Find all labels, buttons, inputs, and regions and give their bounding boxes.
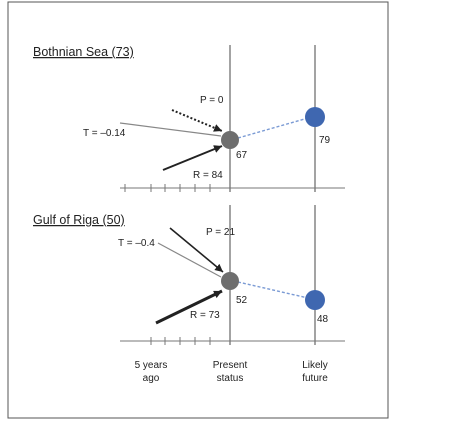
label-present-status-line2: status — [217, 373, 244, 384]
p-label: P = 0 — [200, 95, 224, 106]
time-axis-ticks — [150, 337, 211, 345]
time-axis-labels: 5 years ago Present status Likely future — [135, 360, 329, 384]
t-trend-line — [157, 242, 222, 278]
likely-future-dot — [305, 107, 325, 127]
panel-title: Gulf of Riga (50) — [33, 213, 125, 227]
r-response-arrow — [155, 289, 223, 325]
future-value: 48 — [317, 314, 329, 325]
t-trend-line — [119, 122, 222, 137]
panel-gulf-of-riga: Gulf of Riga (50) T = –0.4 P = 21 R = 73… — [33, 205, 345, 345]
present-status-dot — [221, 131, 239, 149]
r-label: R = 84 — [193, 170, 223, 181]
future-value: 79 — [319, 135, 331, 146]
label-5-years-ago-line1: 5 years — [135, 360, 168, 371]
present-status-dot — [221, 272, 239, 290]
label-5-years-ago-line2: ago — [143, 373, 160, 384]
p-pressure-arrow — [169, 227, 224, 273]
r-label: R = 73 — [190, 310, 220, 321]
label-likely-future-line1: Likely — [302, 360, 328, 371]
present-value: 52 — [236, 295, 248, 306]
t-label: T = –0.14 — [83, 128, 126, 139]
panel-title: Bothnian Sea (73) — [33, 45, 134, 59]
t-label: T = –0.4 — [118, 238, 155, 249]
label-present-status-line1: Present — [213, 360, 248, 371]
figure-border — [7, 1, 389, 419]
projection-link — [237, 281, 309, 299]
likely-future-dot — [305, 290, 325, 310]
projection-link — [237, 117, 309, 139]
p-label: P = 21 — [206, 227, 235, 238]
present-value: 67 — [236, 150, 248, 161]
panel-bothnian-sea: Bothnian Sea (73) T = –0.14 P = 0 R = 84… — [33, 45, 345, 192]
time-axis-ticks — [124, 184, 211, 192]
r-response-arrow — [162, 145, 223, 171]
label-likely-future-line2: future — [302, 373, 328, 384]
p-pressure-arrow — [171, 109, 223, 132]
